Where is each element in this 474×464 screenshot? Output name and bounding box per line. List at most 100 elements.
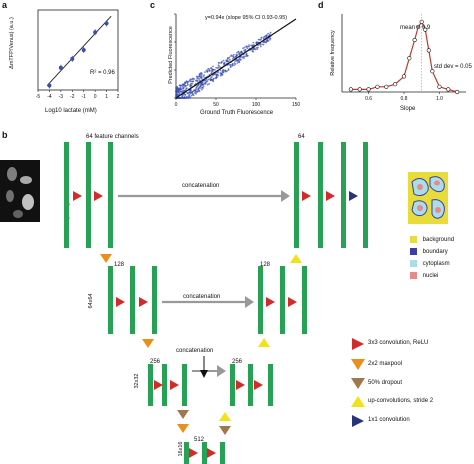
panel-c-point <box>201 86 203 89</box>
panel-c-point <box>217 70 220 73</box>
level2-right-label: 128 <box>260 262 271 268</box>
panel-c-point <box>228 58 231 61</box>
panel-c-point <box>255 46 258 49</box>
panel-c-point <box>265 40 268 42</box>
panel-c-point <box>183 83 186 86</box>
unet-l3-bar-1 <box>148 364 153 406</box>
panel-c-point <box>246 45 249 48</box>
seg-legend-cytoplasm: cytoplasm <box>410 260 450 267</box>
unet-dropout-2 <box>219 426 231 435</box>
panel-d-point <box>412 37 417 43</box>
panel-c-point <box>226 60 229 63</box>
panel-c-point <box>179 90 182 93</box>
panel-c-point <box>240 51 243 53</box>
panel-c-point <box>211 79 213 82</box>
panel-c-point <box>243 55 246 58</box>
panel-c-point <box>221 70 224 73</box>
conv1x1-icon <box>352 415 364 427</box>
panel-a-r2: R² = 0.96 <box>90 70 115 76</box>
unet-l4-conv-1 <box>189 448 198 458</box>
conv-relu-icon <box>352 338 364 350</box>
panel-c-point <box>190 78 193 81</box>
panel-a-xlabel: Log10 lactate (mM) <box>45 108 97 114</box>
panel-c-point <box>203 76 206 79</box>
level2-label: 128 <box>114 262 125 268</box>
panel-c-point <box>214 68 216 71</box>
panel-c-xlabel: Ground Truth Fluorescence <box>200 110 274 116</box>
panel-c-point <box>182 93 185 96</box>
panel-c-point <box>189 89 191 92</box>
panel-c-point <box>205 80 208 83</box>
panel-c-point <box>179 97 182 99</box>
unet-l4-bar-1 <box>184 442 189 464</box>
panel-c-point <box>196 75 198 78</box>
panel-c-point <box>184 84 187 87</box>
concat-label-1: concatenation <box>182 183 220 189</box>
panel-c-point <box>225 70 227 73</box>
ops-label-upconv: up-convolutions, stride 2 <box>368 398 434 404</box>
unet-r1-bar-3 <box>341 142 346 248</box>
panel-d-point <box>416 24 421 30</box>
level3-label: 256 <box>150 359 161 365</box>
panel-c-point <box>195 92 197 95</box>
panel-d-xtick-label: 1.0 <box>436 96 443 102</box>
panel-c-point <box>208 83 211 85</box>
panel-c-point <box>217 64 220 67</box>
unet-concat-arrow-1-head <box>281 190 290 202</box>
panel-c-xtick-label: 100 <box>252 102 261 108</box>
panel-c-point <box>188 94 191 97</box>
panel-c-point <box>197 88 200 91</box>
panel-c-point <box>208 68 211 71</box>
unet-r3-conv-1 <box>236 380 245 390</box>
unet-maxpool-3 <box>177 424 189 433</box>
panel-c-point <box>241 56 244 59</box>
unet-r1-conv-1 <box>302 191 311 201</box>
unet-r3-bar-1 <box>230 364 235 406</box>
panel-d-point <box>384 84 389 89</box>
panel-c-point <box>230 54 233 57</box>
panel-c-point <box>218 62 221 64</box>
panel-c-fit-line <box>175 18 297 99</box>
panel-a-point <box>47 83 52 88</box>
panel-d-xtick-label: 0.8 <box>401 96 408 102</box>
unet-l1-conv-1 <box>73 191 82 201</box>
panel-d-mean: mean = 0.9 <box>400 25 431 31</box>
unet-l2-bar-1 <box>108 266 113 334</box>
panel-a-frame <box>37 9 119 91</box>
unet-l2-bar-2 <box>130 266 135 334</box>
panel-c-point <box>261 43 263 46</box>
panel-c-point <box>233 62 236 64</box>
seg-label-background: background <box>422 237 455 244</box>
panel-c-point <box>229 63 232 66</box>
panel-c-point <box>209 76 212 79</box>
panel-c-point <box>251 48 254 51</box>
right-top-label: 64 <box>298 134 305 140</box>
unet-l1-conv-2 <box>94 191 103 201</box>
unet-l1-bar-3 <box>108 142 113 248</box>
panel-d-point <box>430 69 435 74</box>
panel-c-point <box>185 95 188 98</box>
panel-c-point <box>222 68 225 71</box>
level4-label: 512 <box>194 437 205 443</box>
panel-a-xtick-label: -5 <box>36 94 41 100</box>
panel-c-point <box>227 68 230 70</box>
panel-c-point <box>231 64 234 67</box>
panel-c-point <box>189 92 192 95</box>
panel-c-point <box>215 75 218 78</box>
panel-a-point <box>70 56 75 61</box>
panel-c-point <box>182 84 184 86</box>
panel-c-point <box>190 84 193 87</box>
panel-a-xtick-label: -2 <box>70 94 75 100</box>
panel-c-point <box>231 57 234 60</box>
unet-l4-bar-2 <box>202 442 207 464</box>
unet-r2-conv-2 <box>288 297 297 307</box>
panel-c-point <box>190 94 193 97</box>
panel-c-point <box>212 68 214 71</box>
panel-c-point <box>193 78 196 80</box>
panel-c-point <box>191 90 194 93</box>
panel-c-point <box>200 76 203 79</box>
panel-c-point <box>206 70 209 73</box>
panel-c-point <box>177 90 180 92</box>
